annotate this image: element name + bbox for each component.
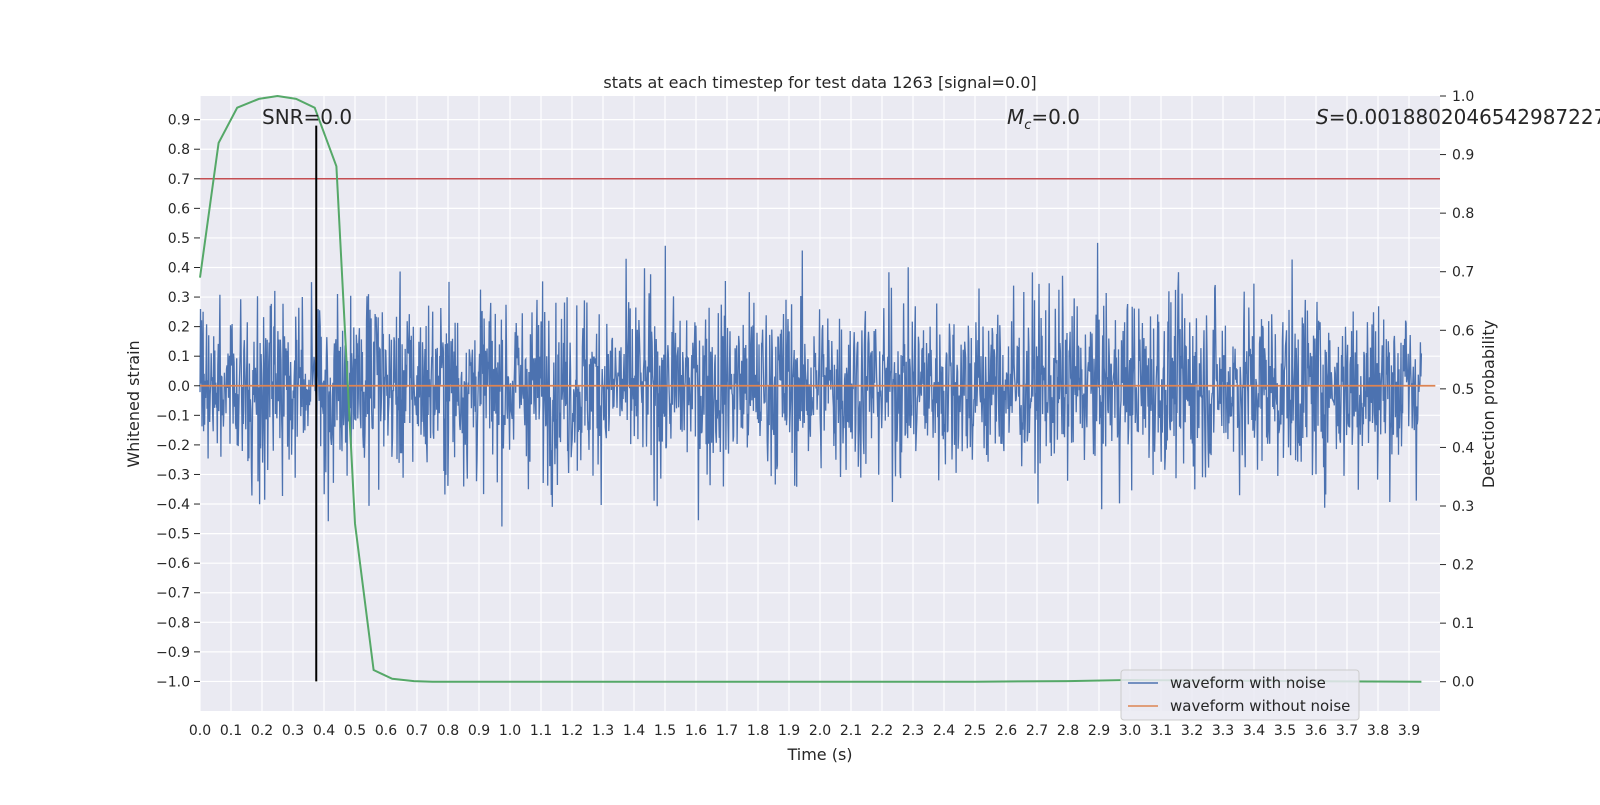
y-tick-label: −0.9 [156,645,190,661]
y-tick-label: 0.3 [168,290,190,306]
chirp-mass-subscript: c [1024,118,1031,133]
series-waveform-with-noise [199,242,1423,527]
s-value: =0.0018802046542987227 [1329,105,1600,129]
x-tick-label: 0.5 [344,723,366,739]
x-tick-label: 0.3 [282,723,304,739]
x-tick-label: 3.0 [1119,723,1141,739]
y-tick-label: −0.2 [156,438,190,454]
series-detection-probability [199,94,1422,683]
y2-tick-label: 0.6 [1452,323,1474,339]
y-tick-label: −0.5 [156,527,190,543]
y2-tick-label: 1.0 [1452,89,1474,105]
y-axis-label: Whitened strain [124,340,143,467]
chart-title: stats at each timestep for test data 126… [603,73,1036,92]
y2-tick-label: 0.7 [1452,265,1474,281]
x-tick-label: 2.9 [1088,723,1110,739]
x-tick-label: 0.8 [437,723,459,739]
y-axis-ticks: 0.9 0.8 0.7 0.6 0.5 0.4 0.3 0.2 0.1 0.0 −0.1 −0.2 −0… [156,113,200,690]
y-tick-label: 0.2 [168,320,190,336]
x-tick-label: 0.1 [220,723,242,739]
x-tick-label: 2.4 [933,723,955,739]
y-tick-label: −0.6 [156,556,190,572]
y2-axis-ticks: 1.0 0.9 0.8 0.7 0.6 0.5 0.4 0.3 0.2 0.1 0.0 [1440,89,1474,691]
x-tick-label: 1.2 [561,723,583,739]
y2-tick-label: 0.0 [1452,675,1474,691]
legend-label-clean: waveform without noise [1170,697,1350,715]
x-tick-label: 3.4 [1243,723,1265,739]
x-tick-label: 3.2 [1181,723,1203,739]
y-tick-label: 0.7 [168,172,190,188]
x-tick-label: 1.1 [530,723,552,739]
x-tick-label: 1.0 [499,723,521,739]
y2-tick-label: 0.4 [1452,440,1474,456]
x-tick-label: 1.6 [685,723,707,739]
y-tick-label: 0.1 [168,349,190,365]
y-tick-label: 0.6 [168,201,190,217]
x-tick-label: 2.3 [902,723,924,739]
x-tick-label: 3.9 [1398,723,1420,739]
x-tick-label: 0.0 [189,723,211,739]
x-tick-label: 3.1 [1150,723,1172,739]
x-tick-label: 0.4 [313,723,335,739]
x-tick-label: 2.0 [809,723,831,739]
x-tick-label: 2.6 [995,723,1017,739]
y-tick-label: 0.5 [168,231,190,247]
y2-tick-label: 0.8 [1452,206,1474,222]
y-tick-label: −0.4 [156,497,190,513]
x-tick-label: 3.8 [1367,723,1389,739]
x-tick-label: 3.6 [1305,723,1327,739]
y-tick-label: −0.8 [156,615,190,631]
data-layer [199,94,1440,683]
x-tick-label: 1.9 [778,723,800,739]
snr-annotation: SNR=0.0 [262,105,352,129]
x-tick-label: 2.5 [964,723,986,739]
y-tick-label: −1.0 [156,674,190,690]
y-tick-label: −0.3 [156,467,190,483]
y2-tick-label: 0.1 [1452,616,1474,632]
x-tick-label: 2.8 [1057,723,1079,739]
x-tick-label: 1.3 [592,723,614,739]
x-tick-label: 1.4 [623,723,645,739]
y2-tick-label: 0.9 [1452,148,1474,164]
y-tick-label: 0.9 [168,113,190,129]
x-tick-label: 0.2 [251,723,273,739]
x-tick-label: 0.6 [375,723,397,739]
chirp-mass-symbol: M [1007,105,1024,129]
x-tick-label: 3.5 [1274,723,1296,739]
chirp-mass-value: =0.0 [1031,105,1080,129]
y-tick-label: 0.0 [168,379,190,395]
legend-label-noise: waveform with noise [1170,674,1326,692]
x-tick-label: 3.7 [1336,723,1358,739]
x-tick-label: 1.7 [716,723,738,739]
chirp-mass-annotation: Mc=0.0 [1007,105,1080,133]
legend-box [1120,669,1360,721]
y-tick-label: 0.4 [168,260,190,276]
s-symbol: S [1316,105,1329,129]
x-tick-label: 0.7 [406,723,428,739]
x-tick-label: 0.9 [468,723,490,739]
y-tick-label: −0.1 [156,408,190,424]
s-annotation: S=0.0018802046542987227 [1316,105,1600,129]
y2-tick-label: 0.5 [1452,382,1474,398]
x-tick-label: 2.2 [871,723,893,739]
x-tick-label: 1.8 [747,723,769,739]
x-tick-label: 2.1 [840,723,862,739]
x-axis-ticks: 0.0 0.1 0.2 0.3 0.4 0.5 0.6 0.7 0.8 0.9 1.0 1.1 1.2 1… [189,723,1420,739]
grid [199,96,1440,711]
x-tick-label: 2.7 [1026,723,1048,739]
x-tick-label: 1.5 [654,723,676,739]
x-axis-label: Time (s) [786,745,852,764]
y-tick-label: −0.7 [156,586,190,602]
y2-tick-label: 0.3 [1452,499,1474,515]
y-tick-label: 0.8 [168,142,190,158]
y2-tick-label: 0.2 [1452,558,1474,574]
y2-axis-label: Detection probability [1479,320,1498,488]
legend: waveform with noise waveform without noi… [1120,669,1360,721]
x-tick-label: 3.3 [1212,723,1234,739]
